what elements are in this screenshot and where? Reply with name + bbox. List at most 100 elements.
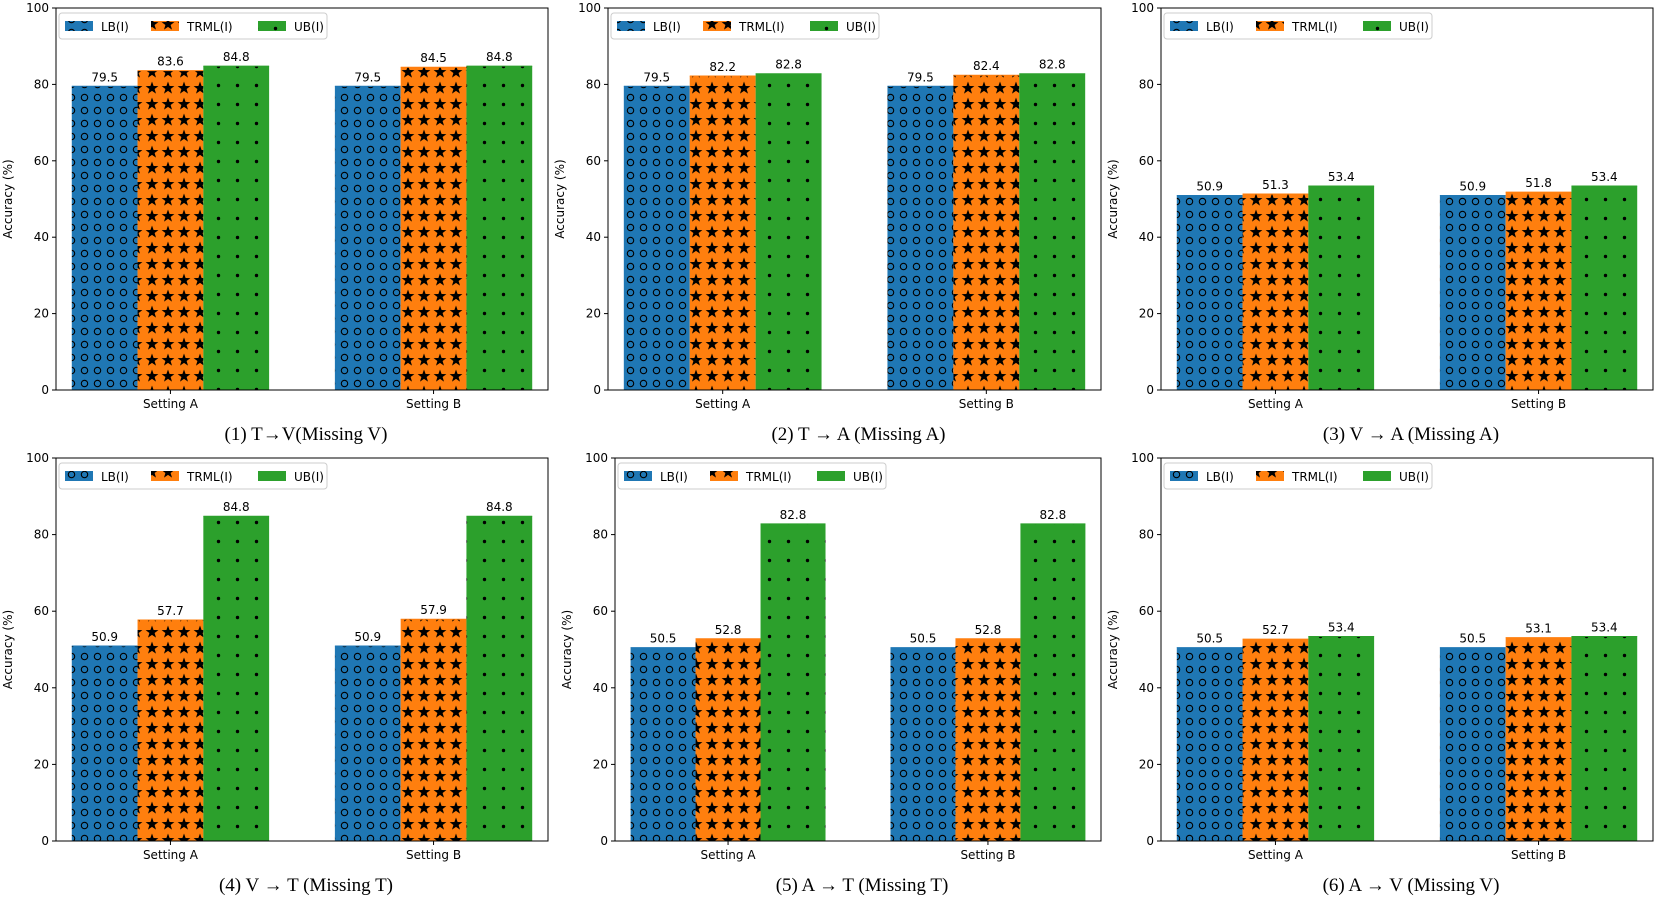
panel-caption: (3) V → A (Missing A) [1323,424,1499,445]
bar-value-label: 52.8 [975,623,1002,637]
y-tick-label: 100 [26,1,49,15]
legend-label: LB(I) [101,20,129,34]
bar-value-label: 53.4 [1328,620,1355,634]
y-axis-label: Accuracy (%) [553,159,567,238]
bar-trmli-1 [695,638,761,841]
bar-value-label: 79.5 [643,70,670,84]
y-tick-label: 60 [1139,154,1154,168]
chart-panel-1: 79.5 79.5 83.6 84.5 84.8 84.8 0 20 40 60 80 100 Sett… [1,1,549,445]
x-tick-label: Setting A [695,397,751,411]
chart-panel-4: 50.9 50.9 57.7 57.9 84.8 84.8 0 20 40 60 80 100 Sett… [1,451,549,896]
legend-label: UB(I) [853,470,883,484]
bar-trmli-1 [1242,194,1309,390]
legend-swatch-ubi [1363,471,1391,481]
plot-frame [1160,457,1654,842]
chart-panel-5: 50.5 50.5 52.8 52.8 82.8 82.8 0 20 40 60 80 100 Sett… [560,451,1102,896]
x-tick-label: Setting B [1511,848,1566,862]
bar-value-label: 50.5 [1196,632,1223,646]
bar-trmli-1 [1242,639,1309,841]
x-tick-label: Setting B [959,397,1014,411]
bar-lbi-1 [71,646,138,841]
legend-swatch-lbi [1170,21,1198,31]
bar-value-label: 84.8 [486,500,513,514]
y-tick-label: 40 [34,230,49,244]
bar-value-label: 53.4 [1328,170,1355,184]
legend-label: TRML(I) [738,20,785,34]
bar-ubi-1 [760,523,826,841]
legend-label: LB(I) [1206,20,1234,34]
y-tick-label: 20 [34,307,49,321]
bar-value-label: 82.2 [709,60,736,74]
legend-label: LB(I) [653,20,681,34]
y-tick-label: 0 [600,834,608,848]
y-axis-label: Accuracy (%) [560,610,574,689]
bar-trmli-1 [137,70,204,390]
legend-label: TRML(I) [186,470,233,484]
y-tick-label: 20 [1139,757,1154,771]
bar-value-label: 52.8 [715,623,742,637]
x-tick-label: Setting A [143,848,199,862]
y-tick-label: 80 [586,77,601,91]
bar-value-label: 50.9 [91,630,118,644]
legend-swatch-trmli [1256,21,1284,31]
plot-frame [1160,7,1654,391]
bar-lbi-2 [334,86,401,390]
bar-value-label: 79.5 [91,70,118,84]
bar-ubi-1 [203,66,270,391]
x-tick-label: Setting B [960,848,1015,862]
y-tick-label: 40 [34,681,49,695]
bar-value-label: 84.8 [223,50,250,64]
legend-swatch-ubi [810,21,838,31]
y-tick-label: 100 [26,451,49,465]
legend-swatch-ubi [258,471,286,481]
bar-value-label: 82.8 [775,58,802,72]
y-tick-label: 80 [34,528,49,542]
bar-trmli-2 [1505,637,1572,841]
y-tick-label: 0 [1146,834,1154,848]
bar-trmli-2 [953,75,1020,391]
bar-lbi-1 [630,647,696,841]
bar-value-label: 52.7 [1262,623,1289,637]
y-tick-label: 60 [34,154,49,168]
y-tick-label: 100 [1131,1,1154,15]
bar-value-label: 50.5 [650,632,677,646]
y-tick-label: 40 [1139,681,1154,695]
plot-frame [607,7,1102,391]
y-axis-label: Accuracy (%) [1106,610,1120,689]
panel-caption: (1) T→V(Missing V) [225,424,388,445]
y-tick-label: 100 [585,451,608,465]
bar-value-label: 82.4 [973,59,1000,73]
bar-ubi-2 [466,66,533,391]
y-tick-label: 20 [586,307,601,321]
x-tick-label: Setting A [701,848,757,862]
bar-value-label: 50.9 [354,630,381,644]
bar-trmli-2 [400,619,467,841]
bar-ubi-1 [1308,636,1375,841]
legend-box [1163,462,1433,490]
bar-trmli-2 [1505,192,1572,390]
x-tick-label: Setting B [1511,397,1566,411]
panel-caption: (5) A → T (Missing T) [776,875,949,896]
chart-panel-6: 50.5 50.5 52.7 53.1 53.4 53.4 0 20 40 60 80 100 Sett… [1106,451,1654,896]
y-tick-label: 0 [41,383,49,397]
legend-box [1163,12,1433,40]
bar-value-label: 79.5 [354,70,381,84]
panel-caption: (6) A → V (Missing V) [1323,875,1500,896]
bar-value-label: 84.8 [486,50,513,64]
legend-box [610,12,880,40]
panel-caption: (4) V → T (Missing T) [219,875,393,896]
legend-box [58,462,328,490]
panel-caption: (2) T → A (Missing A) [771,424,945,445]
x-tick-label: Setting A [143,397,199,411]
legend-label: TRML(I) [1291,20,1338,34]
chart-panel-2: 79.5 79.5 82.2 82.4 82.8 82.8 0 20 40 60 80 100 Sett… [553,1,1102,445]
legend-swatch-ubi [258,21,286,31]
y-axis-label: Accuracy (%) [1106,159,1120,238]
legend-label: UB(I) [294,470,324,484]
bar-lbi-1 [1176,195,1243,390]
bar-value-label: 82.8 [1039,58,1066,72]
bar-ubi-2 [1571,186,1638,390]
legend-swatch-trmli [710,471,738,481]
plot-frame [614,457,1102,842]
